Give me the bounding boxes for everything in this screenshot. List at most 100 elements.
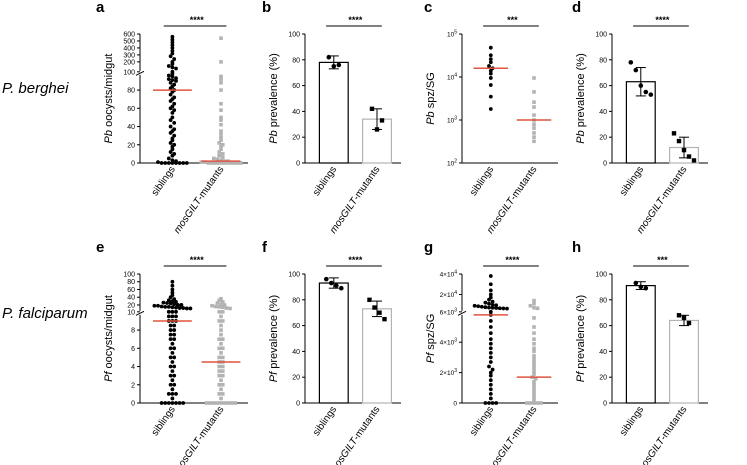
data-point-siblings: [170, 144, 175, 149]
data-point-siblings: [168, 150, 173, 154]
x-tick-plain: siblings: [468, 164, 496, 198]
data-point-siblings: [166, 156, 171, 161]
y-label-rest: spz/SG: [425, 314, 437, 353]
tick-exp: 3: [454, 368, 457, 374]
data-point-mutants: [219, 147, 223, 152]
data-point-siblings: [168, 328, 173, 332]
data-point-siblings: [170, 283, 175, 288]
data-point-siblings: [170, 138, 175, 143]
data-point-siblings: [168, 295, 173, 300]
data-point-siblings: [505, 306, 509, 311]
data-point-siblings: [487, 364, 491, 369]
data-point-mutants: [532, 372, 536, 376]
data-point-mutants: [219, 314, 223, 319]
data-point-mutants: [221, 337, 225, 341]
significance-label: ***: [507, 15, 518, 25]
data-point-mutants: [219, 129, 223, 133]
data-point-siblings: [170, 34, 175, 39]
data-point-siblings: [168, 54, 173, 59]
y-label-species: Pb: [425, 111, 437, 124]
y-axis-label: Pb prevalence (%): [268, 53, 280, 144]
y-tick-label: 80: [599, 57, 607, 64]
y-tick-label: 0: [603, 401, 607, 408]
data-point-mutants: [217, 310, 221, 314]
y-tick-label: 0: [453, 401, 457, 408]
data-point-mutants: [535, 306, 540, 311]
data-point-siblings: [174, 401, 178, 405]
data-point-mutants: [217, 355, 221, 360]
data-point-siblings: [170, 360, 175, 364]
data-point-siblings: [483, 300, 488, 305]
data-point-mutants: [217, 319, 221, 323]
y-tick-label: 300: [123, 52, 135, 59]
y-tick-label: 2: [131, 382, 135, 389]
y-tick-label: 20: [599, 375, 607, 382]
row-label-p-falciparum: P. falciparum: [2, 305, 88, 322]
data-point-siblings: [488, 57, 493, 62]
data-point-siblings: [172, 328, 177, 332]
data-point-mutants: [219, 122, 223, 127]
data-point-siblings: [172, 120, 177, 125]
data-point-mutants: [219, 396, 223, 401]
y-label-rest: prevalence (%): [575, 53, 587, 130]
bar-point-mutants: [379, 118, 385, 123]
data-point-mutants: [217, 373, 221, 378]
data-point-siblings: [488, 378, 493, 383]
tick-base: 10: [447, 161, 455, 168]
data-point-siblings: [170, 378, 175, 383]
y-tick-label: 80: [127, 88, 135, 95]
data-point-mutants: [532, 122, 536, 126]
x-tick-suffix: -mutants: [658, 404, 689, 442]
x-tick-suffix: -mutants: [351, 164, 382, 202]
bar-point-siblings: [638, 83, 644, 88]
data-point-mutants: [208, 401, 212, 405]
data-point-mutants: [219, 328, 223, 332]
data-point-siblings: [488, 396, 493, 401]
y-tick-label: 0: [131, 401, 135, 408]
data-point-siblings: [179, 303, 184, 307]
y-tick-label: 8: [131, 328, 135, 335]
data-point-siblings: [168, 337, 173, 342]
data-point-mutants: [221, 305, 225, 310]
y-tick-label: 80: [127, 279, 135, 286]
row-label-p-berghei: P. berghei: [2, 80, 69, 97]
data-point-siblings: [177, 306, 182, 310]
bar-point-siblings: [628, 60, 634, 65]
data-point-siblings: [174, 309, 178, 314]
tick-base: 4×10: [440, 272, 455, 279]
y-label-species: Pf: [575, 371, 587, 382]
data-point-siblings: [170, 341, 175, 346]
y-label-rest: oocysts/midgut: [103, 54, 115, 130]
data-point-mutants: [532, 126, 536, 130]
data-point-mutants: [224, 306, 229, 310]
y-tick-label: 60: [127, 106, 135, 113]
y-tick-label: 40: [127, 295, 135, 302]
data-point-mutants: [219, 74, 223, 79]
data-point-mutants: [221, 142, 225, 147]
data-point-siblings: [168, 106, 173, 111]
y-tick-label: 4: [131, 364, 135, 371]
data-point-mutants: [219, 115, 223, 120]
data-point-siblings: [168, 323, 173, 328]
data-point-siblings: [501, 306, 506, 311]
data-point-mutants: [215, 401, 220, 405]
data-point-mutants: [219, 88, 223, 92]
data-point-siblings: [166, 314, 171, 319]
data-point-siblings: [166, 304, 171, 309]
data-point-mutants: [532, 316, 536, 320]
data-point-mutants: [221, 392, 225, 396]
data-point-mutants: [532, 100, 536, 104]
x-tick-label: siblings: [618, 404, 646, 438]
data-point-siblings: [487, 401, 491, 405]
bar: [362, 308, 393, 404]
data-point-siblings: [172, 57, 177, 61]
data-point-siblings: [488, 71, 493, 76]
data-point-siblings: [488, 360, 493, 364]
bar-point-siblings: [336, 62, 342, 68]
bar-point-siblings: [643, 89, 649, 95]
data-point-mutants: [528, 401, 533, 405]
panel-letter: g: [424, 239, 433, 256]
data-point-siblings: [488, 274, 493, 278]
